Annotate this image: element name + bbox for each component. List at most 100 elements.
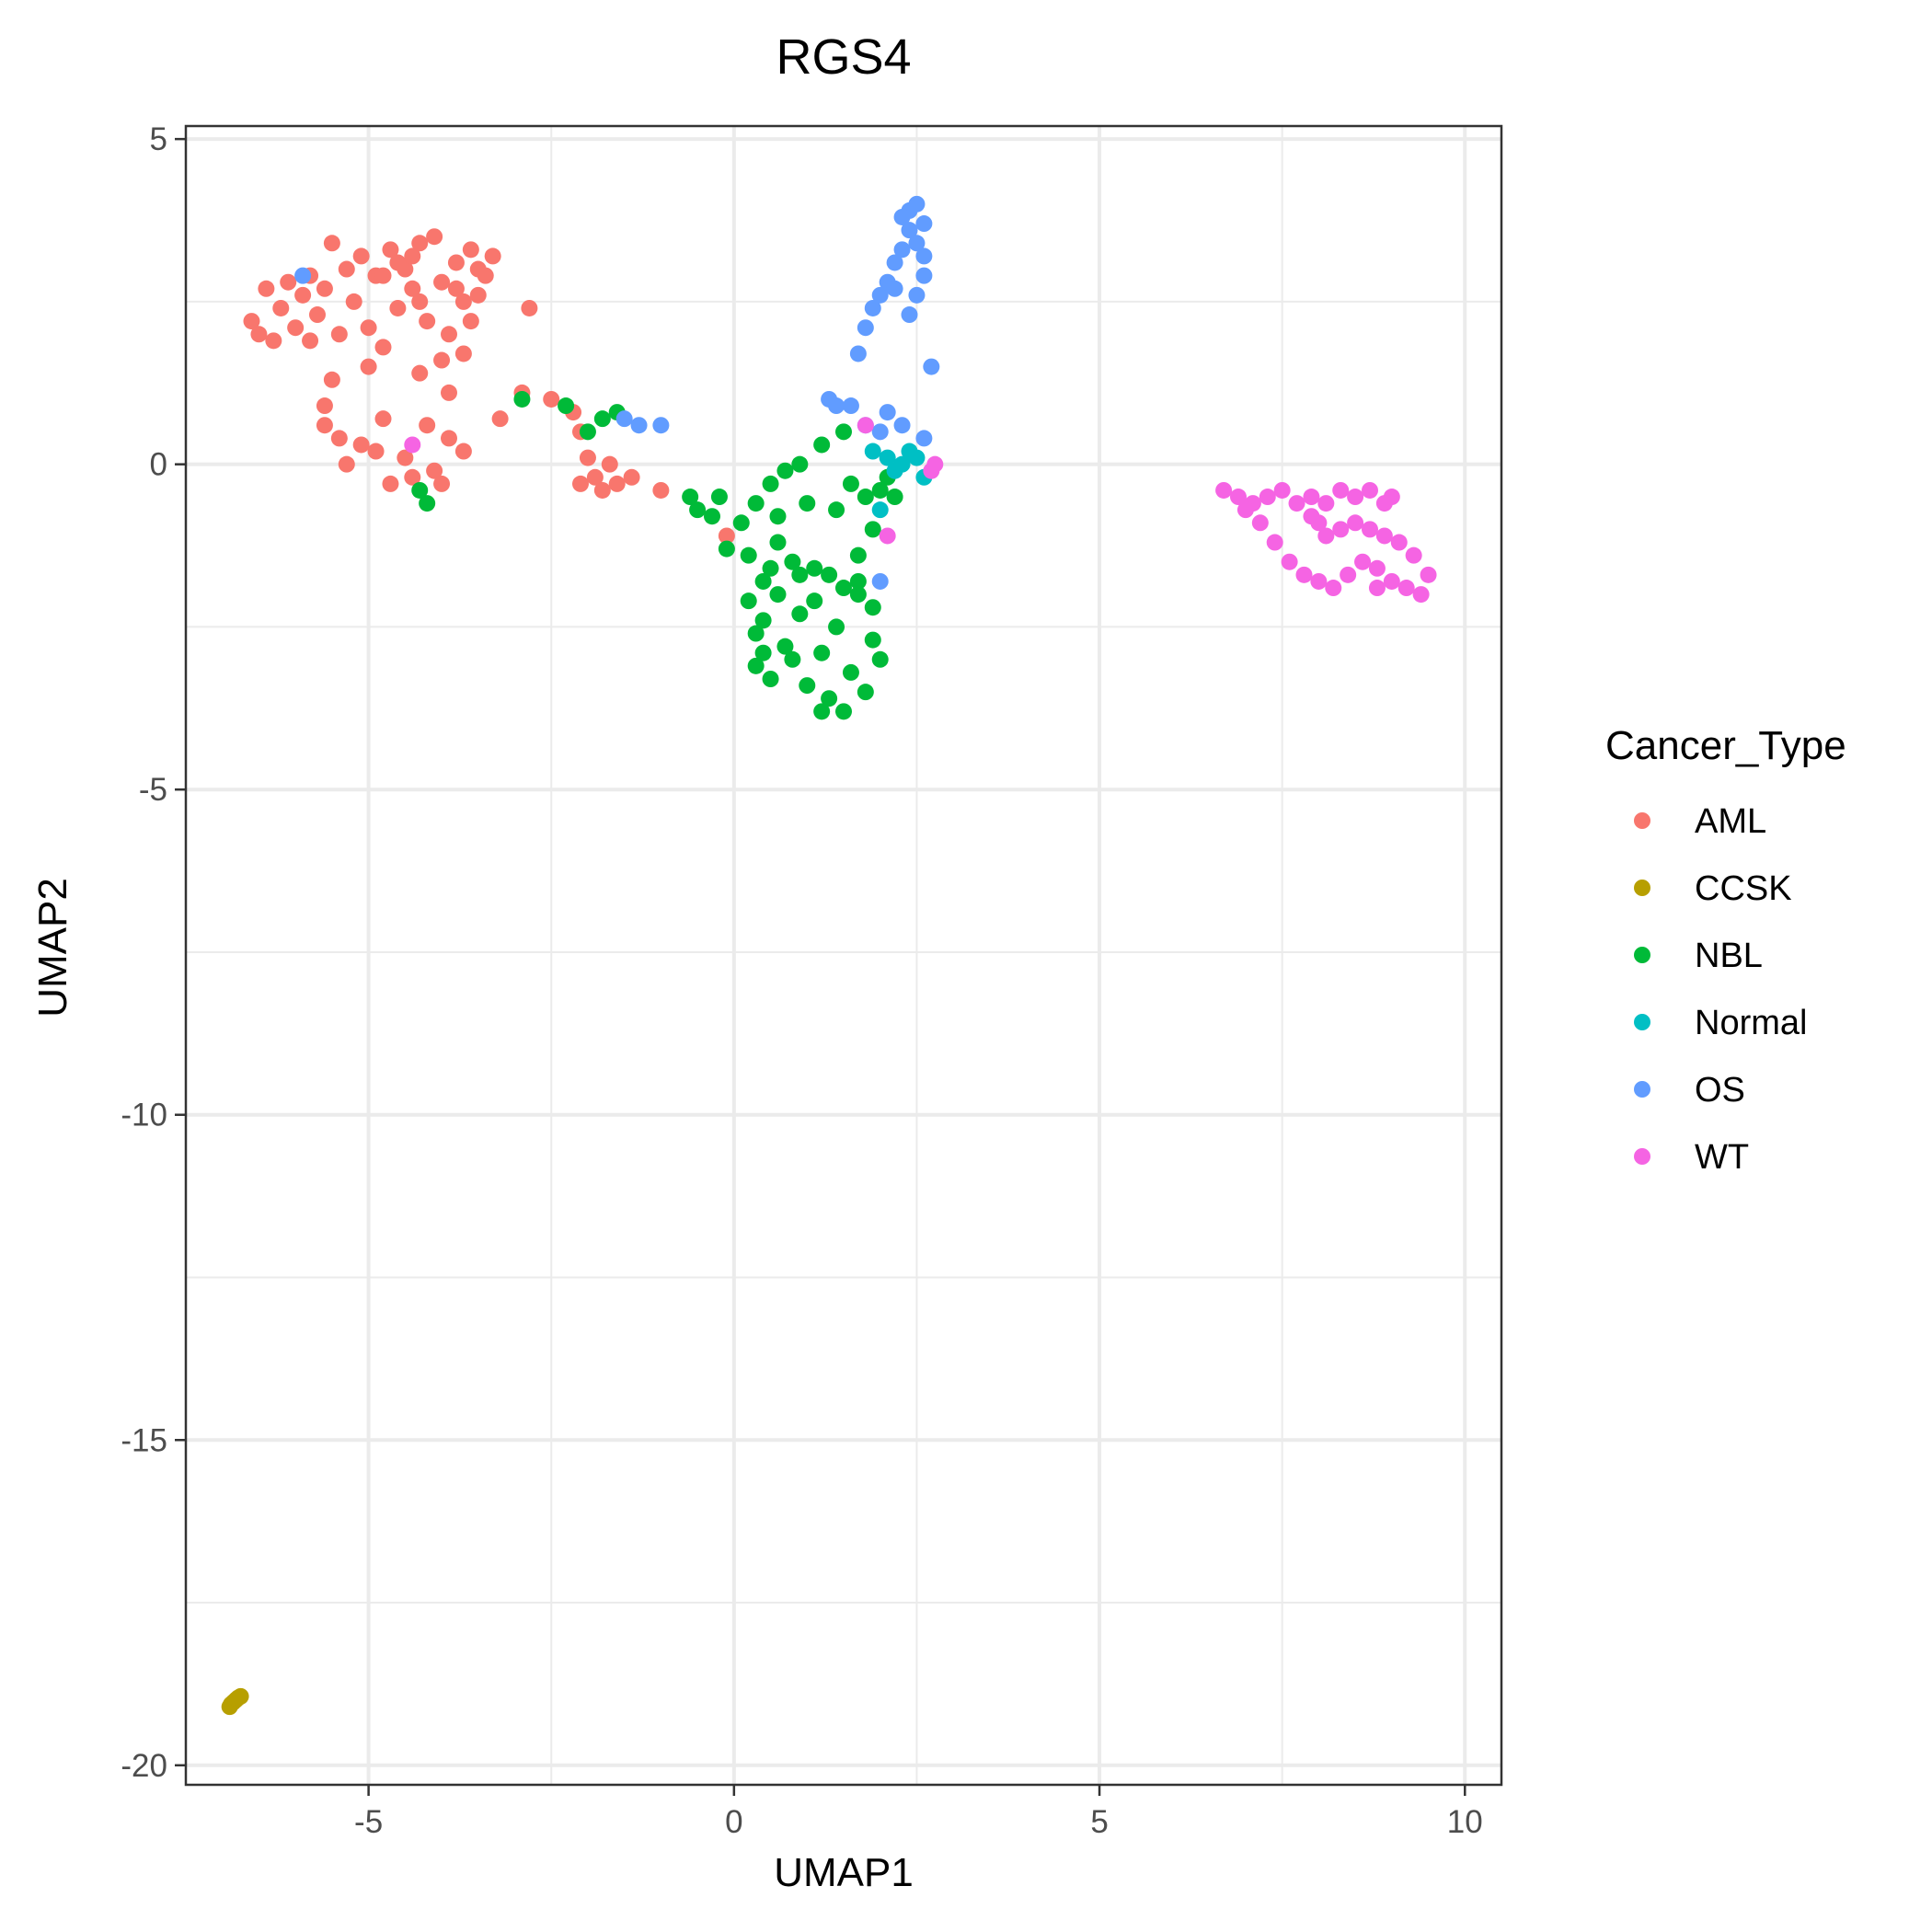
point-os xyxy=(879,404,896,421)
point-aml xyxy=(441,384,457,401)
point-wt xyxy=(1230,489,1247,506)
point-os xyxy=(871,423,889,441)
x-tick-label: -5 xyxy=(354,1804,383,1840)
point-aml xyxy=(469,286,487,304)
point-nbl xyxy=(762,559,779,577)
point-aml xyxy=(411,293,429,310)
point-wt xyxy=(857,417,874,434)
point-nbl xyxy=(835,703,852,720)
point-os xyxy=(893,241,911,259)
point-nbl xyxy=(842,663,859,681)
point-aml xyxy=(316,280,333,297)
point-nbl xyxy=(776,638,794,655)
point-aml xyxy=(454,345,472,362)
point-wt xyxy=(926,455,944,473)
point-aml xyxy=(302,332,319,350)
point-wt xyxy=(1354,553,1372,570)
legend-key-nbl xyxy=(1634,947,1650,963)
point-wt xyxy=(1310,572,1328,590)
point-nbl xyxy=(689,501,707,519)
axis-ticks: -5 0 5 10 5 0 -5 -10 -15 -20 xyxy=(121,121,1482,1840)
point-wt xyxy=(1266,534,1283,551)
point-os xyxy=(886,280,903,297)
point-nbl xyxy=(762,475,779,492)
point-nbl xyxy=(710,489,728,506)
point-aml xyxy=(608,475,626,492)
legend-label-wt: WT xyxy=(1695,1138,1749,1177)
point-nbl xyxy=(791,566,809,583)
y-tick-label: 0 xyxy=(150,447,167,483)
data-points xyxy=(221,195,1437,1716)
point-aml xyxy=(593,481,611,499)
point-aml xyxy=(367,443,385,460)
point-os xyxy=(901,306,918,324)
y-tick-label: 5 xyxy=(150,121,167,157)
legend-key-aml xyxy=(1634,812,1650,829)
point-nbl xyxy=(704,508,720,525)
point-aml xyxy=(323,235,340,252)
point-aml xyxy=(258,280,275,297)
point-aml xyxy=(572,475,589,492)
point-wt xyxy=(1368,559,1386,577)
point-aml xyxy=(426,228,443,246)
point-aml xyxy=(454,443,472,460)
point-aml xyxy=(338,260,355,278)
point-nbl xyxy=(740,546,757,564)
point-wt xyxy=(1273,481,1291,499)
legend-label-normal: Normal xyxy=(1695,1004,1807,1042)
point-aml xyxy=(601,455,618,473)
x-tick-label: 5 xyxy=(1090,1804,1108,1840)
point-aml xyxy=(433,273,451,291)
point-os xyxy=(923,358,940,375)
point-nbl xyxy=(411,481,429,499)
point-os xyxy=(901,222,918,239)
x-tick-label: 0 xyxy=(725,1804,742,1840)
point-wt xyxy=(1347,489,1364,506)
point-wt xyxy=(1383,572,1400,590)
point-nbl xyxy=(821,690,838,707)
point-aml xyxy=(389,254,407,271)
grid-lines xyxy=(186,126,1501,1785)
point-aml xyxy=(484,247,501,265)
point-aml xyxy=(433,351,451,369)
point-nbl xyxy=(784,553,801,570)
point-aml xyxy=(441,430,457,447)
point-nbl xyxy=(513,390,531,408)
point-aml xyxy=(360,358,377,375)
point-aml xyxy=(352,247,370,265)
point-os xyxy=(871,572,889,590)
point-nbl xyxy=(769,586,787,604)
point-nbl xyxy=(828,618,845,636)
point-aml xyxy=(447,280,465,297)
point-os xyxy=(630,417,648,434)
point-nbl xyxy=(864,631,881,649)
legend-label-ccsk: CCSK xyxy=(1695,869,1792,908)
point-aml xyxy=(323,371,340,388)
point-nbl xyxy=(419,495,436,512)
point-wt xyxy=(1362,521,1378,538)
legend-label-nbl: NBL xyxy=(1695,937,1763,975)
point-nbl xyxy=(864,599,881,616)
point-wt xyxy=(879,527,896,545)
point-aml xyxy=(491,410,509,428)
point-nbl xyxy=(747,495,765,512)
point-wt xyxy=(1310,514,1328,532)
point-os xyxy=(915,430,933,447)
legend-key-os xyxy=(1634,1081,1650,1098)
point-os xyxy=(864,299,881,316)
point-os xyxy=(886,254,903,271)
point-nbl xyxy=(754,644,772,661)
point-aml xyxy=(433,475,451,492)
point-aml xyxy=(374,339,392,356)
point-aml xyxy=(579,449,596,466)
point-wt xyxy=(1420,566,1437,583)
point-aml xyxy=(382,241,399,259)
legend-key-normal xyxy=(1634,1014,1650,1030)
point-aml xyxy=(309,306,326,324)
point-aml xyxy=(419,313,436,330)
point-os xyxy=(908,195,926,213)
point-nbl xyxy=(754,572,772,590)
point-wt xyxy=(1325,580,1342,597)
point-nbl xyxy=(718,540,735,558)
